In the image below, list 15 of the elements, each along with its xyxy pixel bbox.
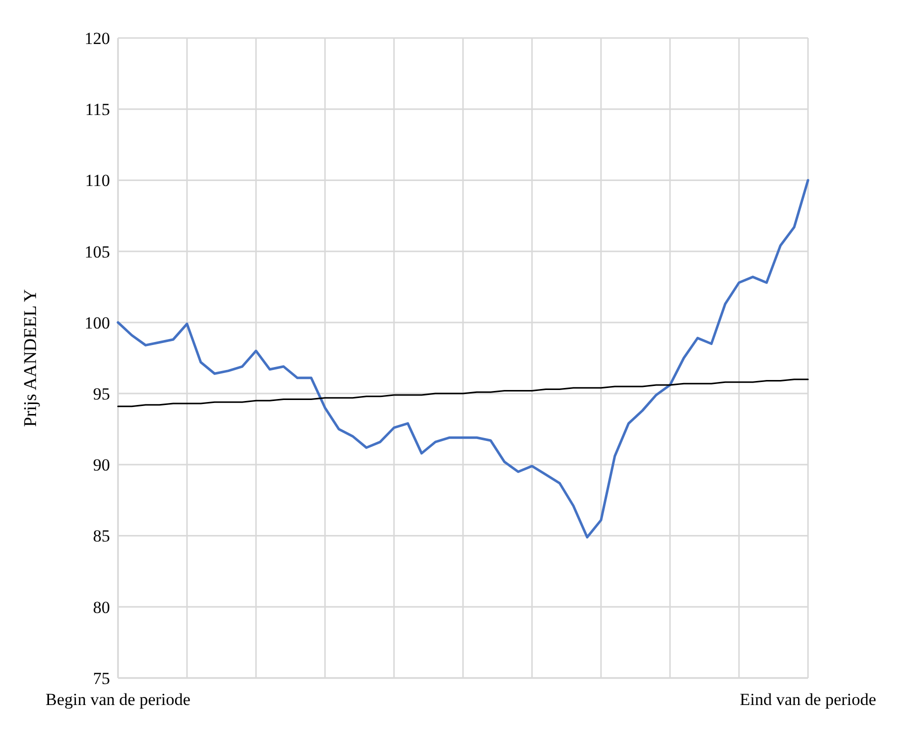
y-tick-label: 90 — [93, 456, 110, 475]
y-tick-label: 85 — [93, 526, 110, 546]
line-series — [117, 378, 809, 408]
y-tick-label: 95 — [93, 384, 110, 404]
y-tick-label: 120 — [84, 28, 110, 48]
y-tick-label: 105 — [84, 242, 110, 262]
y-tick-label: 80 — [93, 598, 110, 617]
line-series — [116, 178, 810, 538]
y-tick-label: 75 — [93, 668, 110, 688]
y-tick-label: 100 — [84, 313, 110, 332]
y-axis-title: Prijs AANDEEL Y — [20, 289, 40, 427]
x-tick-label: Eind van de periode — [740, 690, 876, 709]
y-tick-label: 115 — [85, 100, 110, 120]
x-tick-label: Begin van de periode — [46, 690, 190, 709]
y-tick-label: 110 — [85, 171, 110, 190]
